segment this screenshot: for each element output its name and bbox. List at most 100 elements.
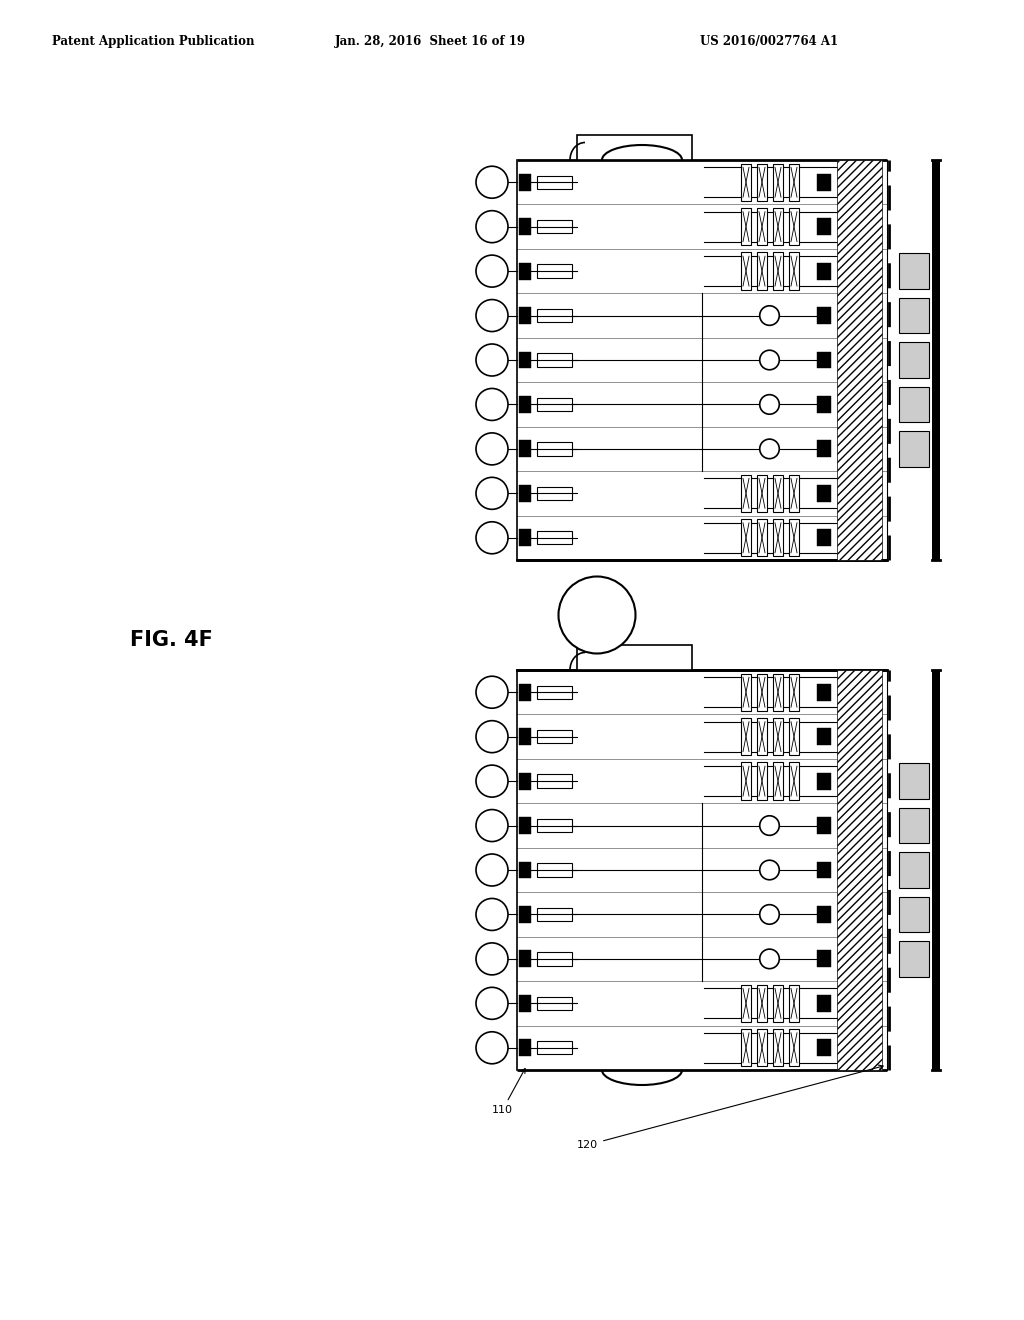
Bar bbox=[899, 342, 929, 378]
Bar bbox=[790, 718, 799, 755]
Bar bbox=[773, 209, 783, 246]
Bar bbox=[519, 218, 531, 235]
Circle shape bbox=[760, 395, 779, 414]
Bar bbox=[757, 209, 767, 246]
Bar bbox=[817, 729, 831, 744]
Bar bbox=[790, 985, 799, 1022]
Bar bbox=[519, 950, 531, 968]
Bar bbox=[757, 252, 767, 290]
Bar bbox=[537, 908, 572, 921]
Bar bbox=[817, 308, 831, 323]
Bar bbox=[757, 519, 767, 557]
Text: Jan. 28, 2016  Sheet 16 of 19: Jan. 28, 2016 Sheet 16 of 19 bbox=[335, 36, 525, 49]
Circle shape bbox=[476, 521, 508, 554]
Bar bbox=[741, 209, 751, 246]
Bar bbox=[757, 985, 767, 1022]
Text: FIG. 4F: FIG. 4F bbox=[130, 630, 213, 649]
Bar bbox=[817, 441, 831, 457]
Bar bbox=[773, 985, 783, 1022]
Bar bbox=[817, 1039, 831, 1056]
Circle shape bbox=[476, 478, 508, 510]
Bar bbox=[773, 164, 783, 201]
Circle shape bbox=[476, 255, 508, 288]
Bar bbox=[519, 906, 531, 923]
Bar bbox=[537, 442, 572, 455]
Bar bbox=[519, 817, 531, 834]
Bar bbox=[899, 941, 929, 977]
Text: US 2016/0027764 A1: US 2016/0027764 A1 bbox=[700, 36, 838, 49]
Bar bbox=[899, 298, 929, 334]
Circle shape bbox=[558, 577, 636, 653]
Bar bbox=[741, 985, 751, 1022]
Bar bbox=[757, 763, 767, 800]
Circle shape bbox=[476, 211, 508, 243]
Circle shape bbox=[476, 345, 508, 376]
Bar bbox=[757, 475, 767, 512]
Circle shape bbox=[476, 854, 508, 886]
Bar bbox=[741, 475, 751, 512]
Bar bbox=[757, 1030, 767, 1067]
Circle shape bbox=[476, 899, 508, 931]
Bar bbox=[519, 396, 531, 413]
Bar bbox=[537, 730, 572, 743]
Bar bbox=[790, 763, 799, 800]
Bar bbox=[519, 862, 531, 878]
Circle shape bbox=[760, 816, 779, 836]
Bar bbox=[817, 906, 831, 923]
Bar bbox=[537, 397, 572, 411]
Bar bbox=[773, 718, 783, 755]
Bar bbox=[817, 862, 831, 878]
Bar bbox=[537, 176, 572, 189]
Bar bbox=[757, 718, 767, 755]
Bar bbox=[817, 950, 831, 968]
Bar bbox=[817, 995, 831, 1011]
Bar bbox=[817, 263, 831, 280]
Bar bbox=[537, 997, 572, 1010]
Bar bbox=[817, 484, 831, 502]
Bar bbox=[519, 308, 531, 323]
Bar bbox=[899, 253, 929, 289]
Bar bbox=[790, 475, 799, 512]
Circle shape bbox=[476, 942, 508, 975]
Text: 110: 110 bbox=[492, 1068, 525, 1115]
Circle shape bbox=[760, 861, 779, 879]
Bar bbox=[519, 351, 531, 368]
Bar bbox=[519, 729, 531, 744]
Bar bbox=[899, 808, 929, 843]
Bar bbox=[537, 264, 572, 277]
Bar bbox=[817, 684, 831, 701]
Bar bbox=[577, 645, 692, 671]
Bar bbox=[519, 484, 531, 502]
Bar bbox=[537, 818, 572, 832]
Text: 120: 120 bbox=[577, 1065, 883, 1150]
Bar bbox=[790, 164, 799, 201]
Bar bbox=[817, 396, 831, 413]
Bar bbox=[817, 817, 831, 834]
Bar bbox=[899, 763, 929, 799]
Circle shape bbox=[476, 388, 508, 421]
Bar bbox=[773, 673, 783, 711]
Bar bbox=[537, 1041, 572, 1055]
Bar bbox=[837, 160, 882, 560]
Bar bbox=[757, 673, 767, 711]
Bar bbox=[519, 772, 531, 789]
Bar bbox=[537, 354, 572, 367]
Circle shape bbox=[760, 904, 779, 924]
Bar bbox=[932, 160, 940, 560]
Bar bbox=[790, 519, 799, 557]
Bar bbox=[537, 309, 572, 322]
Bar bbox=[519, 684, 531, 701]
Bar bbox=[899, 896, 929, 932]
Circle shape bbox=[476, 809, 508, 842]
Circle shape bbox=[760, 350, 779, 370]
Bar bbox=[741, 1030, 751, 1067]
Bar bbox=[519, 263, 531, 280]
Bar bbox=[537, 220, 572, 234]
Bar bbox=[741, 718, 751, 755]
Bar bbox=[932, 671, 940, 1071]
Circle shape bbox=[476, 300, 508, 331]
Bar bbox=[837, 671, 882, 1071]
Bar bbox=[519, 995, 531, 1011]
Bar bbox=[537, 531, 572, 544]
Bar bbox=[741, 252, 751, 290]
